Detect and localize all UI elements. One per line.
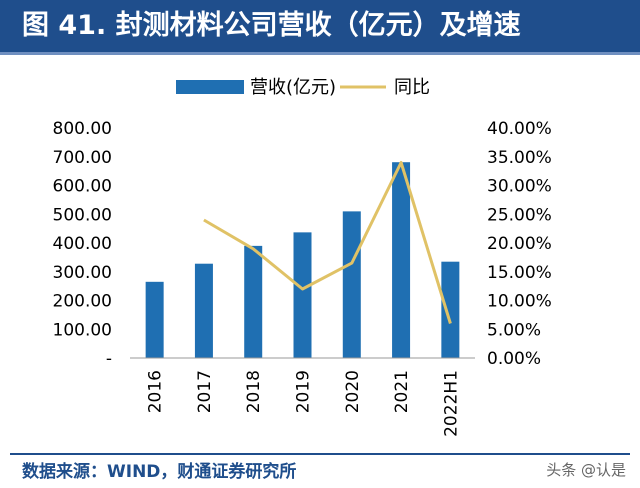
- y-left-tick-label: 300.00: [53, 263, 112, 283]
- x-tick-label: 2019: [294, 370, 314, 413]
- y-left-tick-label: 600.00: [53, 177, 112, 197]
- y-left-tick-label: 700.00: [53, 148, 112, 168]
- y-right-tick-label: 35.00%: [487, 148, 552, 168]
- y-right-tick-label: 25.00%: [487, 205, 552, 225]
- y-left-tick-label: 200.00: [53, 292, 112, 312]
- y-left-tick-label: 100.00: [53, 320, 112, 340]
- y-right-tick-label: 15.00%: [487, 263, 552, 283]
- y-left-tick-label: 500.00: [53, 205, 112, 225]
- watermark: 头条 @认是: [546, 461, 626, 479]
- bar-revenue: [145, 281, 164, 358]
- y-right-tick-label: 20.00%: [487, 234, 552, 254]
- y-left-tick-label: 800.00: [53, 119, 112, 139]
- legend-swatch-revenue: [176, 80, 244, 94]
- chart-title: 图 41. 封测材料公司营收（亿元）及增速: [22, 10, 521, 41]
- x-tick-label: 2017: [195, 370, 215, 413]
- x-tick-label: 2021: [392, 370, 412, 413]
- bar-revenue: [441, 261, 460, 358]
- y-left-tick-label: -: [106, 349, 112, 369]
- bar-revenue: [293, 232, 312, 358]
- y-right-tick-label: 5.00%: [487, 320, 541, 340]
- source-divider: [10, 453, 630, 455]
- bar-revenue: [244, 245, 263, 358]
- bar-revenue: [194, 263, 213, 358]
- y-left-tick-label: 400.00: [53, 234, 112, 254]
- y-right-tick-label: 0.00%: [487, 349, 541, 369]
- line-yoy: [203, 161, 452, 324]
- title-underline: [0, 52, 640, 55]
- y-right-tick-label: 30.00%: [487, 177, 552, 197]
- legend-label-yoy: 同比: [394, 77, 430, 98]
- x-tick-label: 2022H1: [441, 370, 461, 437]
- legend-label-revenue: 营收(亿元): [250, 77, 336, 98]
- bar-revenue: [392, 162, 411, 358]
- bar-revenue: [342, 211, 361, 358]
- y-right-tick-label: 10.00%: [487, 292, 552, 312]
- x-tick-label: 2020: [343, 370, 363, 413]
- title-bar: 图 41. 封测材料公司营收（亿元）及增速: [0, 0, 640, 52]
- y-right-tick-label: 40.00%: [487, 119, 552, 139]
- chart-svg: 营收(亿元) 同比 - 100.00 200.00 300.00 400.00 500.00 6…: [53, 77, 552, 437]
- source-note: 数据来源：WIND，财通证券研究所: [22, 462, 297, 482]
- x-tick-label: 2018: [244, 370, 264, 413]
- x-tick-label: 2016: [146, 370, 166, 413]
